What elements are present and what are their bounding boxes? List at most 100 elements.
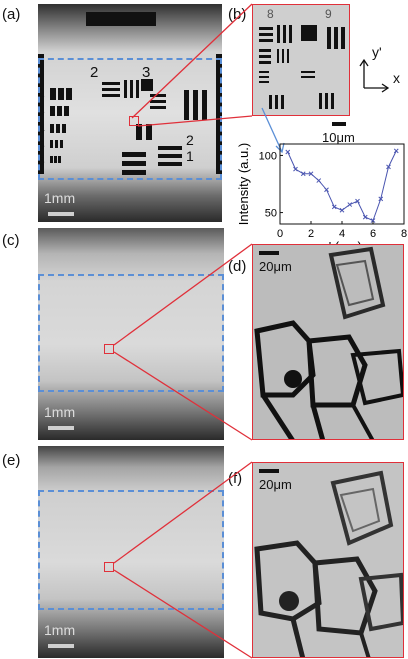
target-bars bbox=[289, 25, 292, 43]
target-left-bar bbox=[38, 54, 44, 174]
data-point bbox=[293, 166, 298, 172]
group-label: 9 bbox=[325, 7, 332, 21]
target-bars bbox=[150, 106, 166, 109]
target-bars bbox=[319, 93, 322, 109]
target-bars bbox=[259, 81, 269, 83]
group-label: 2 bbox=[186, 132, 194, 148]
target-bars bbox=[331, 93, 334, 109]
target-bars bbox=[55, 140, 58, 148]
data-point bbox=[347, 202, 353, 207]
scale-bar-label: 1mm bbox=[44, 404, 76, 420]
data-point bbox=[378, 196, 384, 202]
target-square bbox=[301, 25, 317, 41]
x-tick-label: 8 bbox=[401, 228, 407, 240]
group-label: 4 bbox=[38, 122, 45, 136]
scale-bar bbox=[259, 251, 279, 255]
target-bars bbox=[130, 80, 133, 98]
target-bars bbox=[277, 25, 280, 43]
target-bars bbox=[158, 146, 182, 150]
target-bars bbox=[283, 25, 286, 43]
panel-label-f: (f) bbox=[228, 470, 243, 487]
target-bars bbox=[146, 124, 152, 140]
group-label: 6 bbox=[38, 154, 45, 168]
target-bars bbox=[122, 161, 146, 166]
panel-label-e: (e) bbox=[2, 452, 21, 469]
target-bars bbox=[277, 49, 279, 63]
scale-bar bbox=[48, 212, 74, 216]
target-bars bbox=[150, 94, 166, 97]
target-bars bbox=[259, 71, 269, 73]
target-bars bbox=[66, 88, 72, 100]
target-bars bbox=[287, 49, 289, 63]
axis-x-label: x bbox=[393, 70, 400, 86]
target-bars bbox=[50, 124, 54, 133]
scale-bar-label: 20μm bbox=[259, 477, 292, 492]
data-point bbox=[331, 204, 337, 210]
target-bars bbox=[158, 154, 182, 158]
target-bars bbox=[341, 27, 345, 49]
target-bars bbox=[122, 152, 146, 157]
group-label: 8 bbox=[267, 7, 274, 21]
x-tick-label: 6 bbox=[370, 228, 376, 240]
target-bars bbox=[58, 88, 64, 100]
target-bars bbox=[259, 27, 273, 30]
target-bars bbox=[102, 88, 120, 91]
panel-d-image: 20μm bbox=[252, 244, 404, 440]
target-bars bbox=[102, 94, 120, 97]
target-bars bbox=[301, 71, 315, 73]
target-bars bbox=[50, 140, 53, 148]
target-top-bar bbox=[86, 12, 156, 26]
scale-bar-label: 20μm bbox=[259, 259, 292, 274]
data-point bbox=[339, 207, 345, 213]
cell-structure bbox=[254, 246, 403, 439]
zoom-region-box bbox=[104, 344, 114, 354]
target-bars bbox=[202, 90, 207, 120]
target-bars bbox=[184, 90, 189, 120]
target-square bbox=[141, 79, 153, 91]
target-bars bbox=[282, 49, 284, 63]
panel-e-image: 1mm bbox=[38, 446, 224, 658]
roi-dashed-box bbox=[38, 490, 224, 610]
target-bars bbox=[57, 106, 62, 116]
target-bars bbox=[102, 82, 120, 85]
target-bars bbox=[259, 55, 271, 58]
panel-label-c: (c) bbox=[2, 232, 20, 249]
panel-label-d: (d) bbox=[228, 258, 247, 275]
data-point bbox=[355, 198, 360, 204]
target-bars bbox=[301, 76, 315, 78]
panel-f-image: 20μm bbox=[252, 462, 404, 658]
axes-icon bbox=[359, 58, 390, 93]
data-point bbox=[386, 164, 391, 170]
target-bars bbox=[136, 124, 142, 140]
target-bars bbox=[136, 80, 139, 98]
panel-label-a: (a) bbox=[2, 6, 21, 23]
target-bars bbox=[281, 95, 284, 109]
group-label: 3 bbox=[142, 64, 151, 81]
data-point bbox=[285, 149, 291, 155]
target-bars bbox=[122, 170, 146, 175]
roi-dashed-box bbox=[38, 274, 224, 392]
target-bars bbox=[327, 27, 331, 49]
target-bars bbox=[50, 106, 55, 116]
target-bars bbox=[50, 156, 53, 163]
target-bars bbox=[62, 124, 66, 133]
target-bars bbox=[259, 49, 271, 52]
target-bars bbox=[269, 95, 272, 109]
target-bars bbox=[193, 90, 198, 120]
target-bars bbox=[54, 156, 57, 163]
data-point bbox=[362, 214, 368, 220]
target-bars bbox=[124, 80, 127, 98]
panel-label-b: (b) bbox=[228, 6, 247, 23]
scale-bar-label: 1mm bbox=[44, 622, 76, 638]
scale-bar bbox=[48, 644, 74, 648]
target-bars bbox=[64, 106, 69, 116]
target-bars bbox=[325, 93, 328, 109]
target-bars bbox=[58, 156, 61, 163]
target-bars bbox=[158, 162, 182, 166]
scale-bar bbox=[48, 426, 74, 430]
zoom-region-box bbox=[104, 562, 114, 572]
data-point bbox=[370, 218, 376, 223]
target-bars bbox=[259, 39, 273, 42]
